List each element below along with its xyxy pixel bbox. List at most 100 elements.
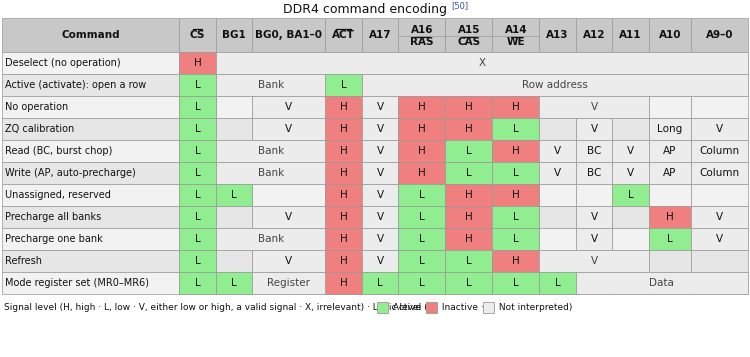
Text: V: V	[285, 102, 292, 112]
Text: H: H	[418, 146, 426, 156]
Bar	[539, 96, 649, 118]
Text: X: X	[478, 58, 485, 68]
Bar	[179, 250, 216, 272]
Bar	[446, 118, 493, 140]
Text: A13: A13	[546, 30, 568, 40]
Bar	[2, 118, 179, 140]
Bar	[539, 250, 649, 272]
Bar	[398, 74, 445, 96]
Bar	[253, 74, 326, 96]
Bar	[576, 206, 612, 228]
Bar	[2, 250, 179, 272]
Text: Mode register set (MR0–MR6): Mode register set (MR0–MR6)	[5, 278, 149, 288]
Bar	[649, 52, 691, 74]
Bar	[216, 206, 253, 228]
Bar	[326, 184, 362, 206]
Text: L: L	[513, 278, 519, 288]
Text: H: H	[465, 102, 472, 112]
Bar	[493, 118, 539, 140]
Bar	[539, 206, 576, 228]
Bar	[179, 118, 216, 140]
Bar	[398, 206, 445, 228]
Text: H: H	[340, 146, 347, 156]
Bar	[179, 140, 216, 162]
Bar	[691, 272, 748, 294]
Bar	[398, 206, 445, 228]
Text: BC: BC	[587, 168, 602, 178]
Bar	[493, 96, 539, 118]
Text: H: H	[418, 102, 426, 112]
Text: V: V	[590, 256, 598, 266]
Text: ZQ calibration: ZQ calibration	[5, 124, 74, 134]
Text: Inactive ·: Inactive ·	[439, 302, 487, 312]
Bar	[539, 96, 576, 118]
Bar	[493, 96, 539, 118]
Bar	[362, 228, 398, 250]
Text: A10: A10	[658, 30, 681, 40]
Bar	[326, 228, 362, 250]
Bar	[691, 18, 748, 52]
Bar	[649, 228, 691, 250]
Text: V: V	[590, 212, 598, 222]
Bar	[362, 228, 398, 250]
Text: V: V	[376, 168, 384, 178]
Bar	[326, 118, 362, 140]
Text: V: V	[376, 190, 384, 200]
Bar	[216, 96, 253, 118]
Bar	[179, 96, 216, 118]
Bar	[216, 228, 253, 250]
Bar	[576, 18, 612, 52]
Bar	[576, 118, 612, 140]
Text: L: L	[231, 278, 237, 288]
Bar	[612, 118, 649, 140]
Bar	[691, 162, 748, 184]
Bar	[326, 18, 362, 52]
Bar	[179, 74, 216, 96]
Bar	[216, 228, 326, 250]
Bar	[179, 228, 216, 250]
Text: V: V	[376, 212, 384, 222]
Bar	[576, 140, 612, 162]
Text: Not interpreted): Not interpreted)	[496, 302, 572, 312]
Bar	[649, 18, 691, 52]
Bar	[216, 162, 253, 184]
Bar	[612, 228, 649, 250]
Text: L: L	[195, 190, 200, 200]
Bar	[446, 250, 493, 272]
Bar	[612, 18, 649, 52]
Bar	[649, 118, 691, 140]
Bar	[493, 228, 539, 250]
Text: Bank: Bank	[257, 80, 284, 90]
Text: Bank: Bank	[257, 234, 284, 244]
Bar	[612, 162, 649, 184]
Bar	[493, 228, 539, 250]
Bar	[253, 52, 326, 74]
Text: L: L	[513, 124, 519, 134]
Text: BG0, BA1–0: BG0, BA1–0	[256, 30, 322, 40]
Bar	[179, 118, 216, 140]
Bar	[2, 162, 179, 184]
Bar	[493, 206, 539, 228]
Bar	[691, 228, 748, 250]
Text: Deselect (no operation): Deselect (no operation)	[5, 58, 121, 68]
Text: H: H	[512, 102, 520, 112]
Text: L: L	[667, 234, 673, 244]
Bar	[576, 228, 612, 250]
Bar	[398, 96, 445, 118]
Text: H: H	[666, 212, 674, 222]
Text: H: H	[418, 124, 426, 134]
Bar	[253, 272, 326, 294]
Text: Active ·: Active ·	[390, 302, 430, 312]
Text: L: L	[466, 146, 472, 156]
Bar	[216, 118, 253, 140]
Bar	[649, 140, 691, 162]
Bar	[362, 184, 398, 206]
Text: BC: BC	[587, 146, 602, 156]
Bar	[216, 272, 253, 294]
Bar	[482, 302, 494, 312]
Text: V: V	[376, 102, 384, 112]
Bar	[691, 140, 748, 162]
Bar	[362, 118, 398, 140]
Text: H: H	[340, 278, 347, 288]
Bar	[179, 206, 216, 228]
